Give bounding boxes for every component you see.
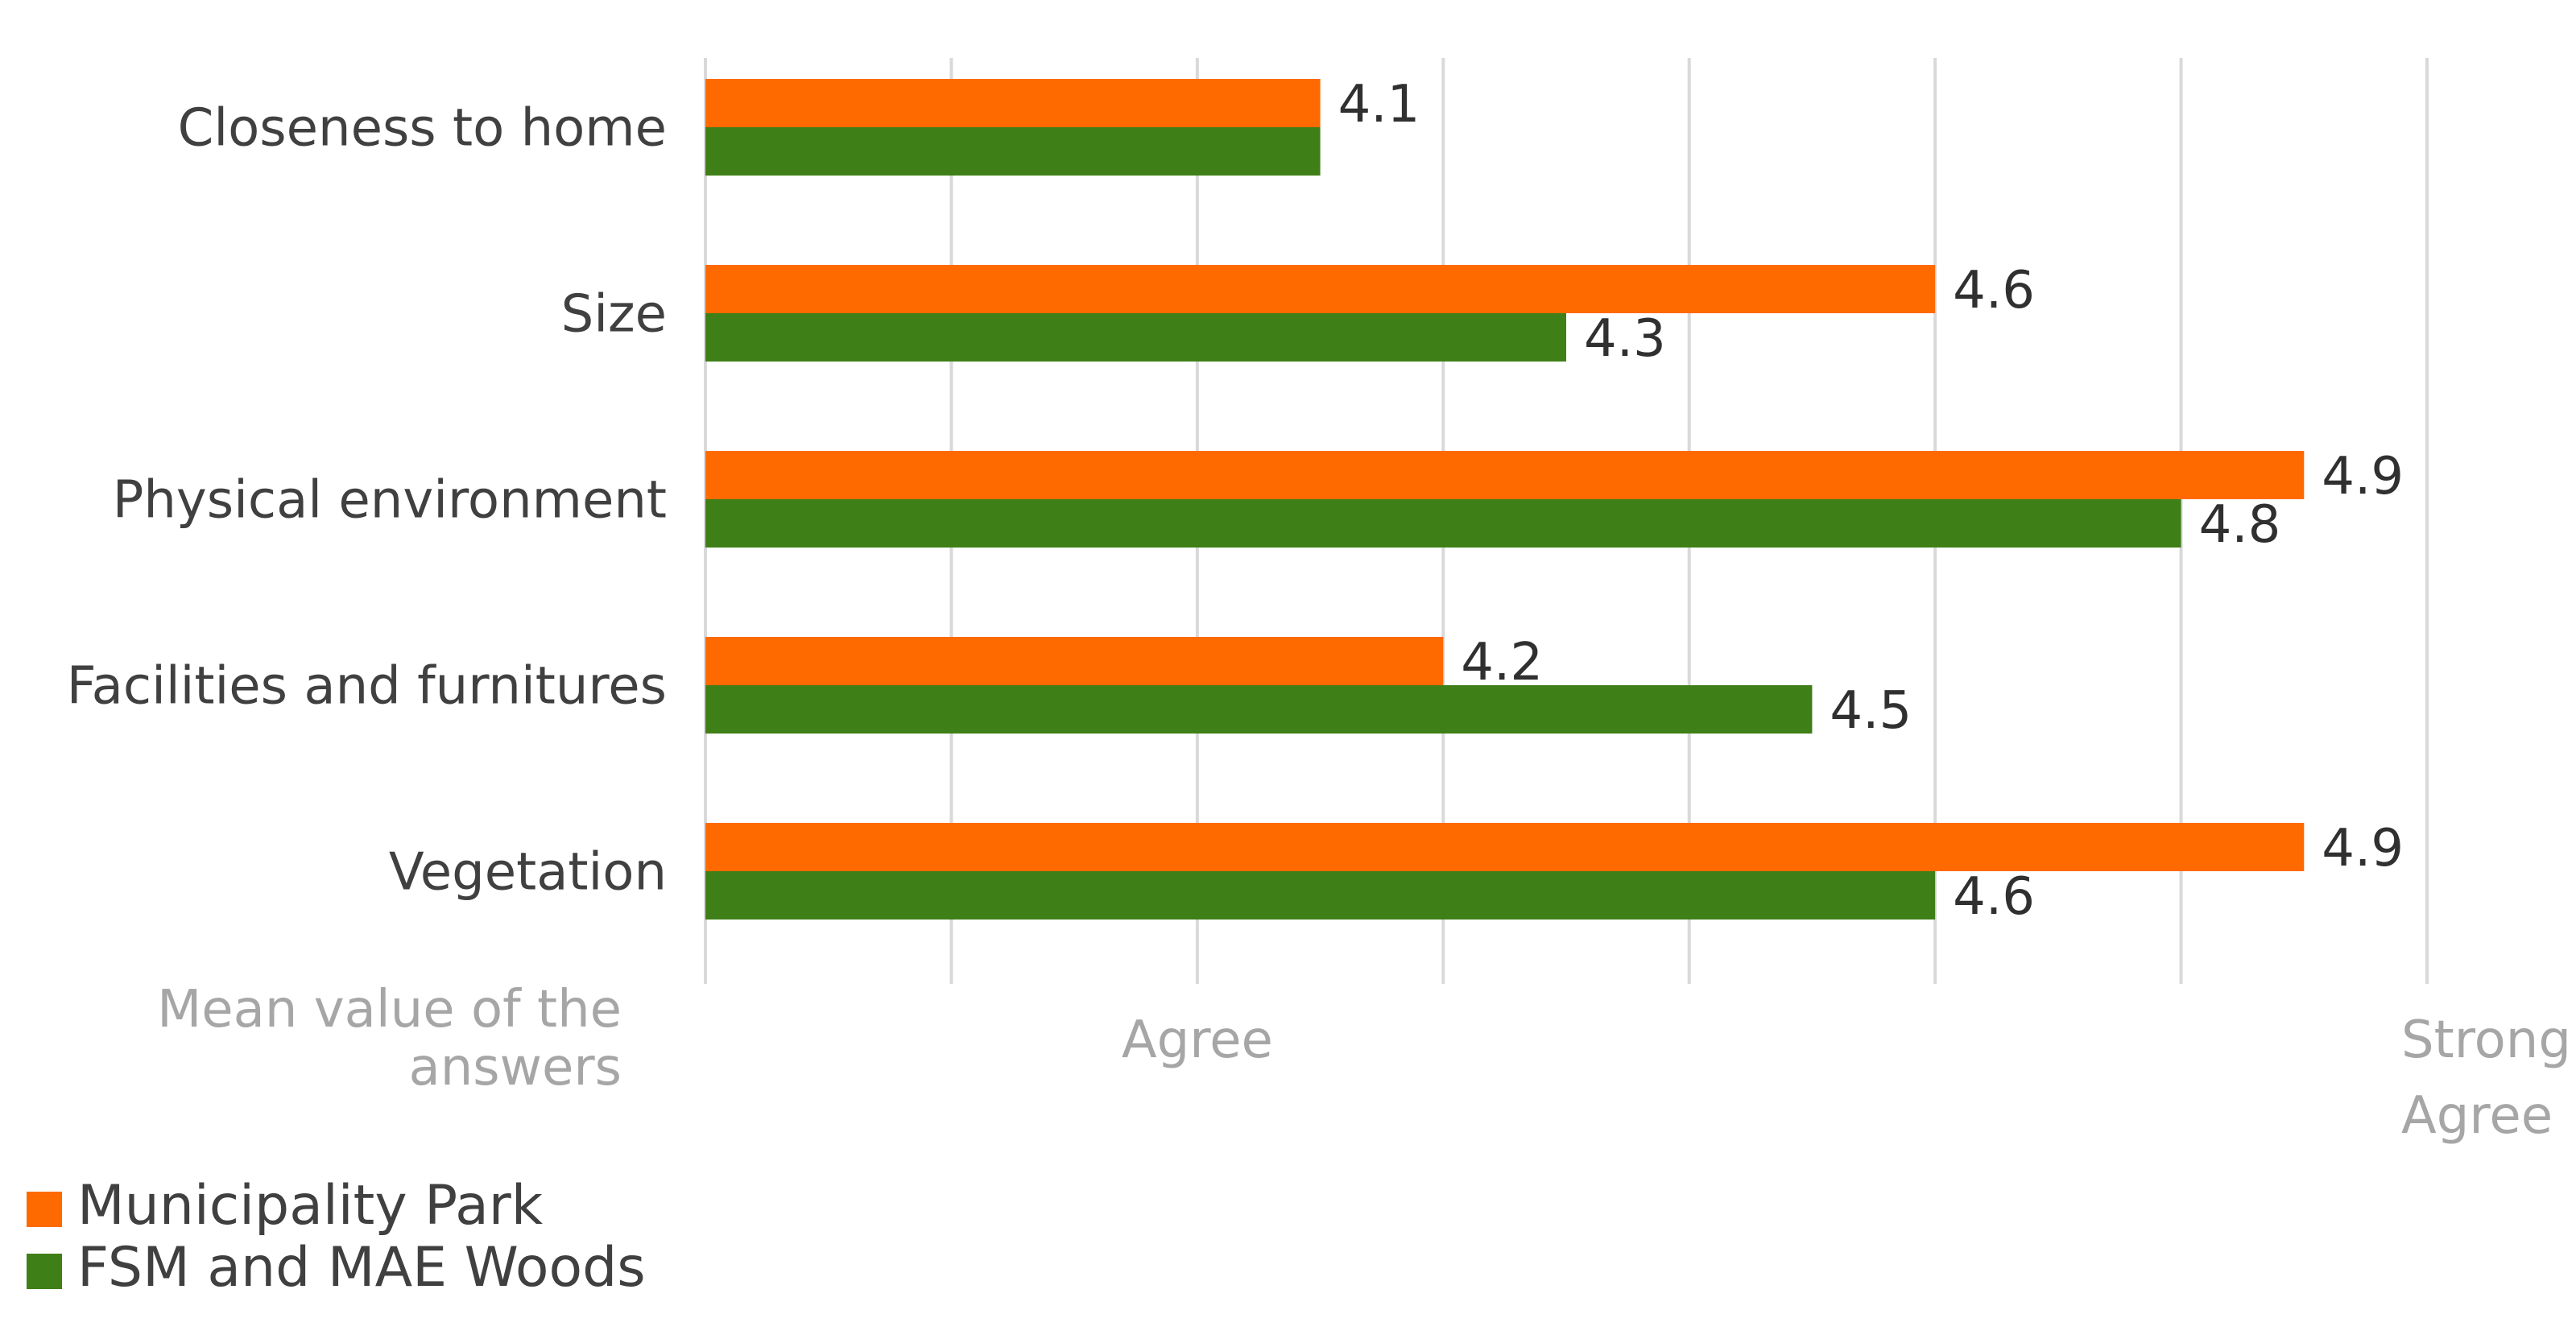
value-label: 4.9	[2322, 819, 2404, 878]
bar-municipality-park	[705, 823, 2305, 871]
category-labels: Closeness to home Size Physical environmen…	[67, 98, 667, 902]
category-label: Physical environment	[113, 470, 667, 530]
value-label: 4.6	[1953, 867, 2035, 927]
bar-fsm-mae-woods	[705, 871, 1936, 920]
x-axis-label: Agree	[1122, 1010, 1273, 1070]
bar-fsm-mae-woods	[705, 313, 1566, 362]
category-label: Size	[561, 284, 667, 344]
x-axis-label: Strongly	[2401, 1010, 2576, 1070]
category-label: Vegetation	[389, 842, 667, 902]
value-label: 4.3	[1584, 309, 1666, 369]
bar-municipality-park	[705, 79, 1321, 127]
x-axis-labels: Agree Strongly Agree Mean value of theanswe…	[157, 980, 2576, 1146]
x-axis-label: Agree	[2401, 1086, 2553, 1146]
value-labels: 4.1 4.6 4.3 4.9 4.8 4.2 4.5 4.9 4.6	[1338, 75, 2404, 927]
legend-label: FSM and MAE Woods	[77, 1236, 646, 1300]
bar-fsm-mae-woods	[705, 127, 1321, 176]
value-label: 4.8	[2199, 495, 2281, 555]
value-label: 4.9	[2322, 447, 2404, 506]
bar-municipality-park	[705, 451, 2305, 499]
legend-swatch	[27, 1192, 62, 1227]
category-label: Closeness to home	[178, 98, 667, 158]
bar-municipality-park	[705, 265, 1936, 313]
value-label: 4.1	[1338, 75, 1420, 134]
value-label: 4.6	[1953, 261, 2035, 320]
bars	[705, 79, 2305, 920]
category-label: Facilities and furnitures	[67, 656, 667, 716]
axis-title: answers	[409, 1038, 622, 1097]
bar-fsm-mae-woods	[705, 499, 2181, 548]
legend-swatch	[27, 1254, 62, 1289]
value-label: 4.5	[1830, 681, 1912, 741]
axis-title: Mean value of the	[157, 980, 622, 1039]
bar-municipality-park	[705, 637, 1444, 685]
value-label: 4.2	[1461, 633, 1543, 692]
bar-fsm-mae-woods	[705, 685, 1813, 734]
legend-label: Municipality Park	[77, 1174, 544, 1238]
